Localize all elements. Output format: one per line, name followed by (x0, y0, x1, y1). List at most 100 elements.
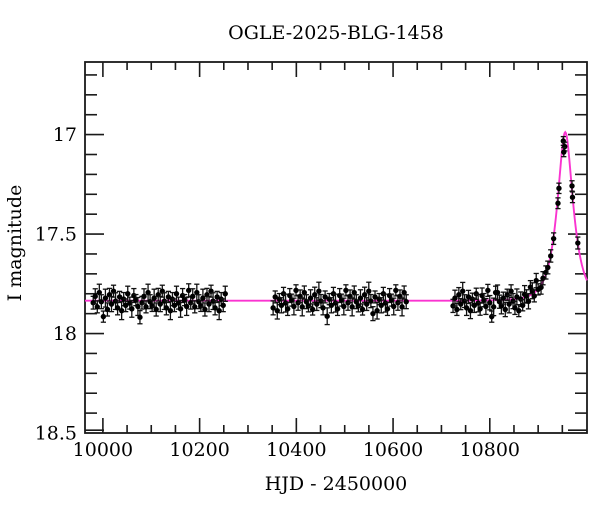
data-marker (94, 304, 100, 310)
data-marker (299, 304, 305, 310)
model-curve-path (85, 130, 588, 302)
data-marker (403, 299, 409, 305)
x-tick-label: 10400 (266, 439, 326, 461)
data-point (324, 307, 330, 326)
data-marker (309, 306, 316, 313)
data-marker (171, 302, 178, 308)
data-marker (391, 303, 397, 310)
data-marker (359, 306, 366, 313)
data-marker (368, 298, 374, 304)
data-point (100, 310, 107, 323)
data-point (157, 295, 163, 313)
data-marker (519, 302, 526, 308)
x-tick-label: 10200 (169, 439, 229, 461)
data-marker (270, 305, 276, 311)
data-marker (135, 303, 141, 310)
data-marker (372, 294, 378, 300)
data-marker (569, 194, 576, 200)
data-point (349, 297, 355, 317)
data-point (370, 306, 376, 322)
data-marker (102, 295, 109, 301)
data-marker (220, 302, 226, 308)
data-marker (284, 306, 291, 312)
data-marker (153, 306, 159, 313)
data-marker (274, 307, 280, 314)
data-marker (190, 293, 196, 300)
data-point (456, 286, 462, 303)
data-point (165, 290, 172, 304)
data-marker (291, 303, 297, 310)
data-marker (487, 300, 493, 306)
data-marker (125, 291, 131, 297)
data-marker (312, 292, 318, 298)
x-tick-label: 10600 (363, 439, 423, 461)
data-point (145, 283, 151, 302)
y-axis-label: I magnitude (4, 185, 26, 302)
data-marker (301, 289, 308, 296)
data-marker (550, 235, 557, 242)
data-marker (454, 306, 460, 313)
data-point (343, 284, 349, 297)
data-marker (525, 298, 532, 305)
data-point (133, 293, 139, 307)
data-marker (384, 306, 391, 312)
data-marker (538, 284, 544, 291)
data-marker (293, 287, 299, 294)
data-marker (173, 291, 180, 297)
data-point (575, 236, 581, 250)
data-marker (151, 295, 157, 301)
data-point (548, 249, 554, 263)
data-marker (143, 304, 149, 310)
data-marker (212, 305, 218, 311)
data-marker (458, 301, 464, 307)
data-point (98, 294, 105, 310)
plot-frame (84, 61, 588, 434)
data-marker (322, 294, 328, 300)
data-point (301, 285, 308, 300)
data-marker (108, 301, 115, 307)
data-marker (452, 295, 458, 301)
data-marker (98, 299, 105, 305)
data-point (393, 284, 399, 297)
data-marker (502, 306, 508, 313)
y-tick-label: 18.5 (35, 423, 77, 445)
data-marker (569, 183, 575, 189)
data-marker (202, 306, 208, 313)
data-point (116, 290, 123, 304)
data-point (401, 285, 407, 300)
data-point (487, 294, 493, 311)
data-marker (561, 149, 567, 155)
data-point (185, 283, 192, 298)
data-marker (343, 287, 349, 294)
data-point (143, 300, 149, 314)
data-marker (92, 293, 98, 300)
data-point (483, 297, 489, 316)
data-marker (328, 302, 335, 308)
y-tick-label: 18 (53, 323, 77, 345)
data-marker (194, 289, 200, 296)
data-marker (370, 310, 376, 317)
data-marker (401, 289, 407, 296)
data-marker (157, 301, 163, 307)
data-marker (141, 293, 147, 300)
data-marker (123, 302, 129, 308)
data-marker (96, 289, 103, 296)
data-point (202, 302, 208, 317)
tick-labels-layer: 10000 10200 10400 10600 10800 17 17.5 18 18.5 (35, 124, 520, 461)
x-tick-label: 10800 (460, 439, 520, 461)
data-marker (460, 288, 466, 294)
data-marker (216, 307, 222, 314)
data-marker (357, 295, 364, 301)
data-marker (307, 295, 314, 301)
data-marker (378, 302, 384, 308)
data-marker (531, 293, 537, 299)
data-marker (100, 313, 107, 320)
data-marker (540, 275, 546, 281)
data-marker (374, 307, 380, 314)
data-point (555, 197, 561, 210)
data-marker (272, 294, 278, 300)
data-marker (341, 303, 347, 310)
data-marker (165, 294, 172, 300)
